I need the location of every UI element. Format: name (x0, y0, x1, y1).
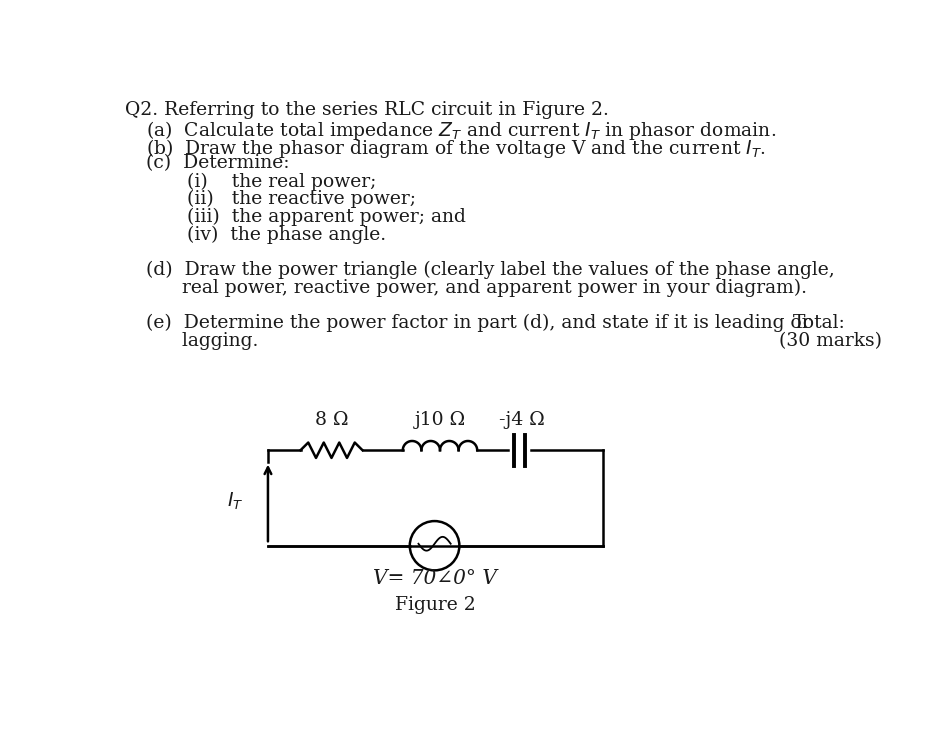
Text: Figure 2: Figure 2 (395, 595, 475, 613)
Text: (a)  Calculate total impedance $Z_T$ and current $I_T$ in phasor domain.: (a) Calculate total impedance $Z_T$ and … (146, 119, 776, 142)
Text: 8 Ω: 8 Ω (314, 410, 348, 428)
Text: (iii)  the apparent power; and: (iii) the apparent power; and (187, 207, 465, 226)
Text: $I_T$: $I_T$ (226, 491, 243, 512)
Text: (d)  Draw the power triangle (clearly label the values of the phase angle,: (d) Draw the power triangle (clearly lab… (146, 261, 834, 279)
Text: V= 70∠0° V: V= 70∠0° V (373, 568, 497, 588)
Text: (b)  Draw the phasor diagram of the voltage V and the current $I_T$.: (b) Draw the phasor diagram of the volta… (146, 137, 765, 160)
Text: lagging.: lagging. (146, 332, 258, 350)
Text: (c)  Determine:: (c) Determine: (146, 154, 289, 172)
Text: (e)  Determine the power factor in part (d), and state if it is leading or: (e) Determine the power factor in part (… (146, 314, 810, 333)
Text: real power, reactive power, and apparent power in your diagram).: real power, reactive power, and apparent… (146, 279, 807, 297)
Text: (ii)   the reactive power;: (ii) the reactive power; (187, 190, 416, 208)
Text: (i)    the real power;: (i) the real power; (187, 172, 376, 190)
Text: (30 marks): (30 marks) (778, 332, 882, 350)
Text: (iv)  the phase angle.: (iv) the phase angle. (187, 225, 385, 243)
Text: -j4 Ω: -j4 Ω (499, 410, 545, 428)
Text: j10 Ω: j10 Ω (415, 410, 466, 428)
Text: Total:: Total: (793, 314, 846, 332)
Text: Q2. Referring to the series RLC circuit in Figure 2.: Q2. Referring to the series RLC circuit … (125, 101, 609, 119)
